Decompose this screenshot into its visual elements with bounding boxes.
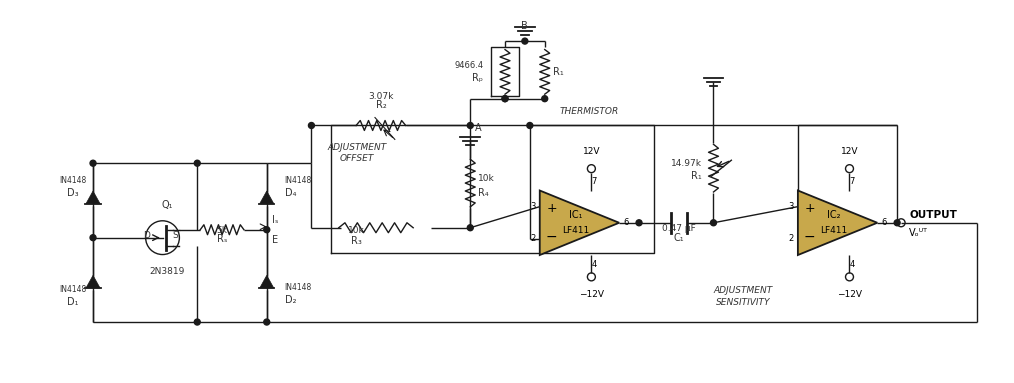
Text: 4: 4 [591, 260, 596, 269]
Text: R₂: R₂ [375, 100, 386, 110]
Text: Iₛ: Iₛ [272, 215, 278, 225]
Text: D₁: D₁ [67, 297, 79, 307]
Polygon shape [539, 190, 620, 255]
Text: 9466.4: 9466.4 [454, 61, 484, 70]
Polygon shape [260, 275, 274, 288]
Text: −: − [546, 230, 558, 244]
Text: A: A [476, 123, 482, 133]
Text: −: − [804, 230, 815, 244]
Text: S: S [172, 231, 178, 240]
Text: 2: 2 [789, 234, 794, 244]
Polygon shape [798, 190, 877, 255]
Text: IC₂: IC₂ [826, 210, 841, 220]
Text: +: + [547, 202, 557, 215]
Circle shape [711, 220, 717, 226]
Text: 12V: 12V [841, 147, 858, 156]
Text: LF411: LF411 [562, 226, 589, 235]
Circle shape [467, 123, 474, 128]
Circle shape [502, 96, 508, 101]
Polygon shape [260, 191, 274, 203]
Text: D: D [143, 231, 150, 240]
Circle shape [264, 227, 270, 233]
Text: +: + [804, 202, 815, 215]
Text: OUTPUT: OUTPUT [910, 210, 957, 220]
Circle shape [502, 96, 508, 101]
Circle shape [636, 220, 642, 226]
Text: D₃: D₃ [67, 188, 79, 198]
Polygon shape [86, 275, 100, 288]
Text: C₁: C₁ [673, 232, 684, 242]
Text: R₁: R₁ [553, 67, 564, 77]
Text: ADJUSTMENT: ADJUSTMENT [328, 143, 386, 152]
Text: 7: 7 [591, 177, 597, 185]
Text: 3: 3 [789, 202, 794, 211]
Text: 2N3819: 2N3819 [150, 267, 186, 277]
Circle shape [894, 220, 900, 226]
Text: D₂: D₂ [285, 295, 296, 305]
Text: 6: 6 [881, 218, 886, 227]
Text: SENSITIVITY: SENSITIVITY [716, 298, 771, 307]
Text: Rₚ: Rₚ [473, 73, 484, 83]
Circle shape [195, 319, 200, 325]
Text: THERMISTOR: THERMISTOR [560, 107, 619, 116]
Polygon shape [86, 191, 100, 203]
Text: IN4148: IN4148 [285, 175, 312, 185]
Text: 5k: 5k [217, 226, 227, 235]
Text: IN4148: IN4148 [60, 175, 87, 185]
Text: 0.47 μF: 0.47 μF [662, 224, 696, 233]
Circle shape [522, 38, 528, 44]
Text: 14.97k: 14.97k [670, 159, 702, 168]
Text: 7: 7 [850, 177, 855, 185]
Circle shape [264, 319, 270, 325]
Circle shape [90, 235, 96, 241]
Text: IN4148: IN4148 [285, 283, 312, 292]
Text: ADJUSTMENT: ADJUSTMENT [714, 286, 773, 295]
Text: IN4148: IN4148 [60, 285, 87, 294]
Text: D₄: D₄ [285, 188, 296, 198]
Text: Q₁: Q₁ [161, 200, 173, 210]
Text: E: E [272, 235, 278, 245]
Text: 3: 3 [530, 202, 535, 211]
Text: LF411: LF411 [820, 226, 848, 235]
Text: 10k: 10k [348, 226, 364, 235]
Text: IC₁: IC₁ [569, 210, 582, 220]
Text: Rₛ: Rₛ [217, 234, 227, 244]
Text: −12V: −12V [837, 290, 862, 299]
Text: 4: 4 [850, 260, 855, 269]
Text: Vₒᵁᵀ: Vₒᵁᵀ [910, 228, 928, 238]
Circle shape [308, 123, 314, 128]
Circle shape [195, 160, 200, 166]
Text: 3.07k: 3.07k [368, 92, 393, 101]
Text: −12V: −12V [579, 290, 604, 299]
Circle shape [467, 225, 474, 231]
Text: B: B [521, 21, 528, 31]
Circle shape [527, 123, 532, 128]
Text: R₁: R₁ [691, 171, 702, 181]
Circle shape [541, 96, 548, 101]
Text: R₃: R₃ [351, 236, 362, 246]
Circle shape [90, 160, 96, 166]
Text: 10k: 10k [479, 173, 495, 183]
Text: OFFSET: OFFSET [340, 154, 374, 163]
Text: 6: 6 [624, 218, 629, 227]
Text: 12V: 12V [583, 147, 600, 156]
Text: R₄: R₄ [479, 188, 489, 198]
Text: 2: 2 [530, 234, 535, 244]
